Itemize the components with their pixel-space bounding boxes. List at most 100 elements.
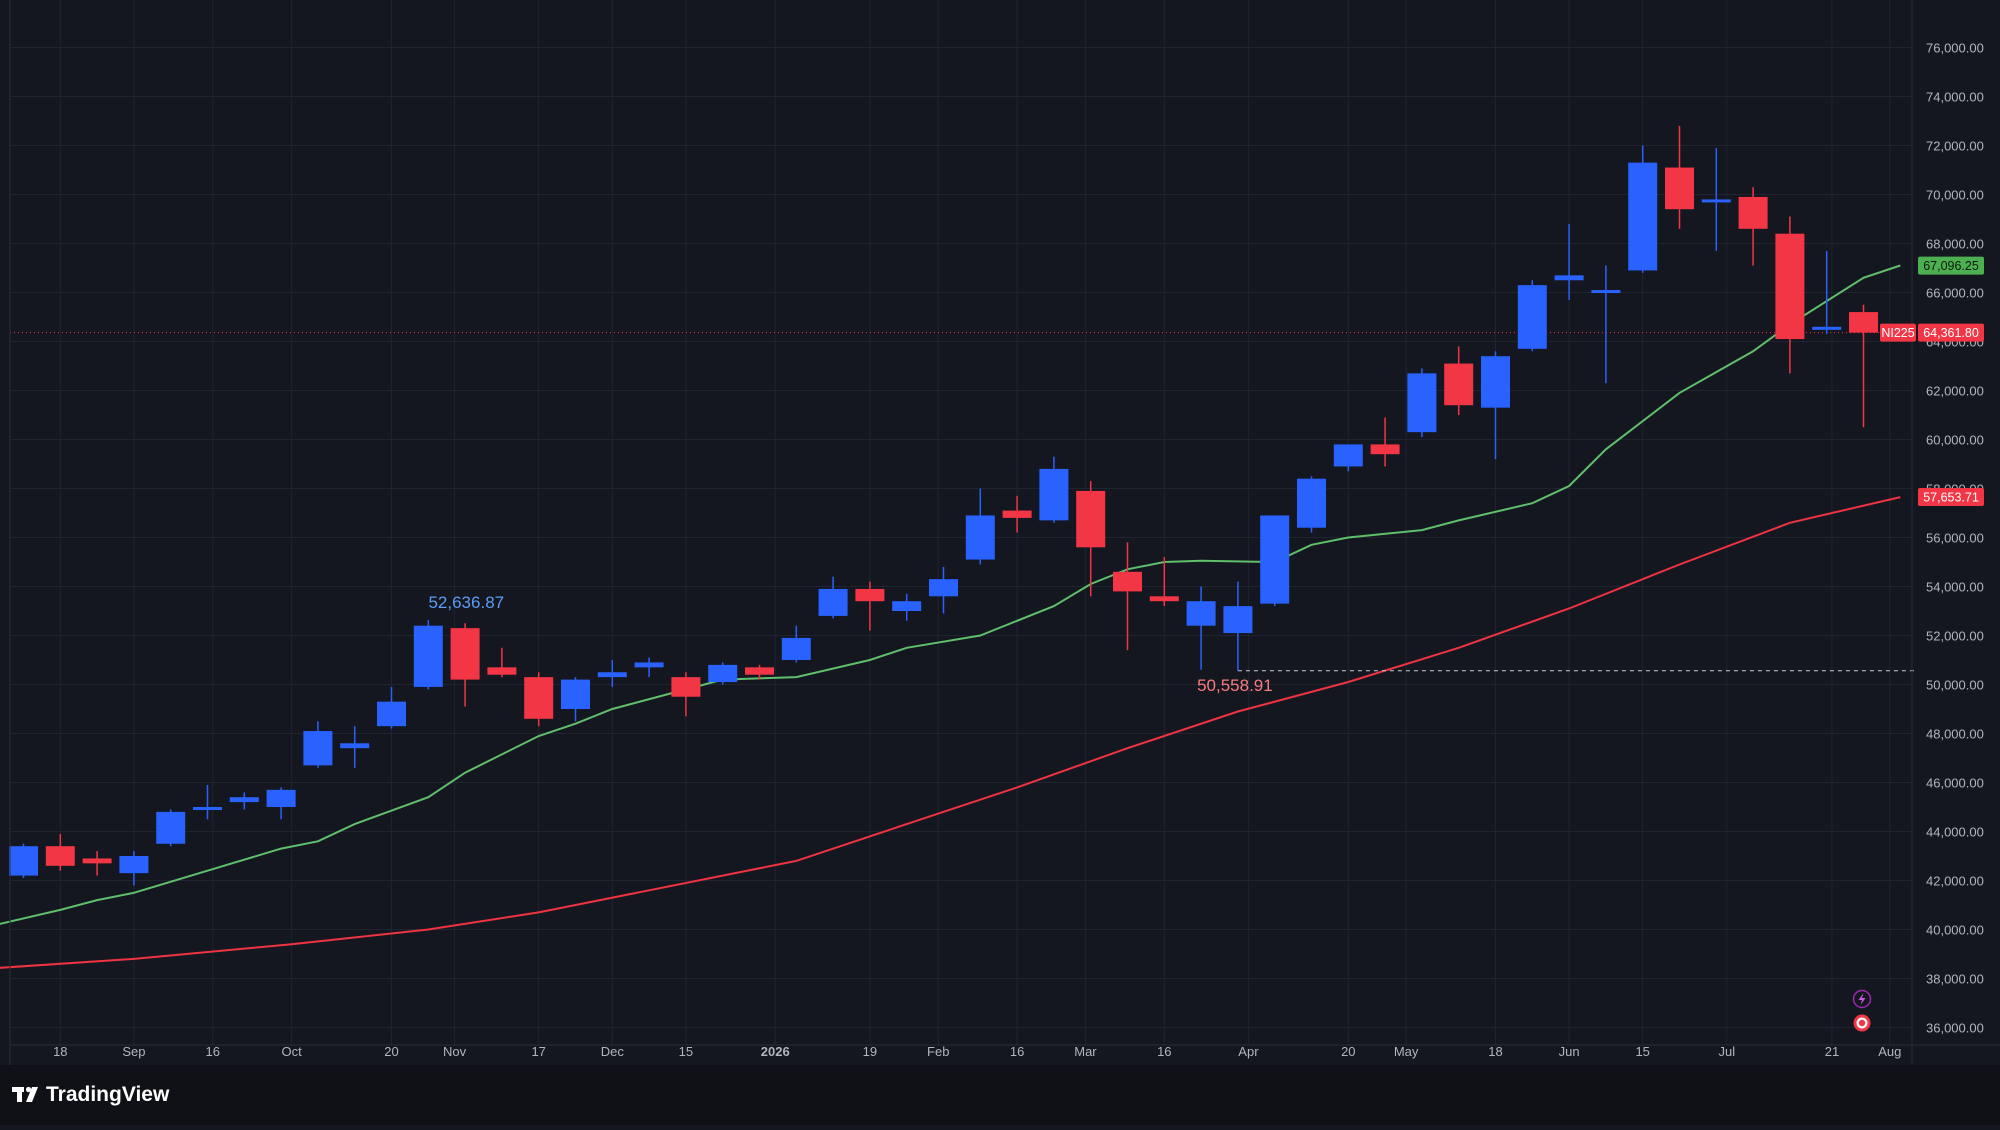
candle (193, 784, 222, 820)
footer-bar (0, 1065, 2000, 1125)
candle-body (1260, 515, 1290, 604)
candle (1481, 351, 1510, 460)
candle (1297, 476, 1326, 533)
candle-body (1002, 510, 1032, 518)
candle-body (671, 677, 701, 697)
time-tick-label: Feb (927, 1044, 949, 1059)
tradingview-logo[interactable]: TradingView (12, 1083, 170, 1106)
candle (1370, 417, 1400, 467)
price-axis[interactable]: 36,000.00 38,000.00 40,000.00 42,000.00 44,0… (1926, 41, 1984, 1036)
candle (1149, 557, 1179, 607)
price-tick-label: 74,000.00 (1926, 90, 1984, 105)
price-tick-label: 60,000.00 (1926, 433, 1984, 448)
time-tick-label: 20 (384, 1044, 398, 1059)
symbol-label-bg (1880, 323, 1916, 342)
candle-body (450, 628, 480, 680)
time-tick-label: 18 (53, 1044, 67, 1059)
candle (708, 662, 738, 685)
candle-body (1186, 601, 1216, 626)
time-tick-label: Apr (1238, 1044, 1259, 1059)
price-tick-label: 56,000.00 (1926, 531, 1984, 546)
candle (524, 672, 554, 727)
time-tick-label: Mar (1074, 1044, 1097, 1059)
candle (745, 664, 774, 680)
logo-bar-b (17, 1087, 22, 1102)
price-tick-label: 72,000.00 (1926, 139, 1984, 154)
candle-body (340, 743, 370, 749)
candle-body (156, 811, 186, 844)
price-tick-label: 54,000.00 (1926, 580, 1984, 595)
price-tick-label: 44,000.00 (1926, 825, 1984, 840)
candle-body (1701, 199, 1731, 203)
sma-short-path (0, 264, 1901, 925)
candle-body (1481, 356, 1510, 408)
candle (929, 566, 958, 614)
candle (340, 726, 370, 768)
price-tick-label: 70,000.00 (1926, 188, 1984, 203)
time-tick-label: 20 (1341, 1044, 1355, 1059)
candle-body (1665, 167, 1694, 210)
candle-body (1628, 162, 1658, 271)
chart-icons (1852, 989, 1872, 1032)
logo-slash (26, 1087, 38, 1102)
low-marker-label: 50,558.91 (1197, 676, 1273, 695)
candle-body (303, 731, 333, 766)
candle (303, 721, 333, 768)
candle-body (708, 664, 738, 683)
candle-body (1775, 233, 1805, 340)
candle (1407, 368, 1437, 438)
candle-body (1149, 596, 1179, 602)
price-tick-label: 42,000.00 (1926, 874, 1984, 889)
candle (561, 677, 590, 722)
candle-body (597, 672, 627, 678)
candle (377, 686, 406, 729)
candle (781, 625, 811, 663)
sma-long-value-label-bg (1918, 487, 1984, 506)
candle-body (229, 797, 259, 803)
time-tick-label: 16 (206, 1044, 220, 1059)
time-tick-label: Jun (1559, 1044, 1580, 1059)
candle-body (1370, 444, 1400, 455)
candle (1665, 125, 1694, 229)
price-tick-label: 68,000.00 (1926, 237, 1984, 252)
candle-body (193, 807, 222, 810)
sma-long-line (0, 496, 1901, 969)
candle-body (1407, 373, 1437, 433)
candle-body (413, 625, 443, 687)
candle (1849, 304, 1878, 428)
candle (597, 660, 627, 687)
candle (1517, 280, 1547, 352)
time-tick-label: 15 (679, 1044, 693, 1059)
candle (1628, 145, 1658, 273)
candle-body (1113, 571, 1142, 592)
time-tick-label: Oct (281, 1044, 302, 1059)
candle (818, 576, 848, 619)
candle-body (1517, 285, 1547, 349)
flash-icon-ring (1852, 989, 1872, 1009)
candle (450, 623, 480, 707)
candle (82, 851, 112, 876)
candle (1076, 481, 1106, 597)
candle-body (1554, 275, 1584, 281)
candle-body (855, 588, 885, 602)
time-tick-label: 2026 (761, 1044, 790, 1059)
candle (413, 619, 443, 690)
candle (229, 792, 259, 810)
time-tick-label: 16 (1157, 1044, 1171, 1059)
time-axis[interactable]: 18 Sep 16 Oct 20 Nov 17 Dec 15 2026 19 Feb 16 Mar 16 Ap… (53, 1044, 1901, 1059)
candle-body (1591, 290, 1621, 294)
price-tick-label: 40,000.00 (1926, 923, 1984, 938)
price-tick-label: 62,000.00 (1926, 384, 1984, 399)
last-price-label: 64,361.80 (1923, 326, 1979, 340)
logo-dot (25, 1086, 32, 1093)
time-tick-label: Jul (1719, 1044, 1736, 1059)
high-marker-label: 52,636.87 (428, 593, 504, 612)
candle-body (818, 588, 848, 616)
candle (487, 647, 517, 678)
time-tick-label: 19 (863, 1044, 877, 1059)
candle-body (1812, 326, 1842, 330)
last-price-label-bg (1918, 323, 1984, 342)
price-tick-label: 76,000.00 (1926, 41, 1984, 56)
time-tick-label: 15 (1635, 1044, 1649, 1059)
